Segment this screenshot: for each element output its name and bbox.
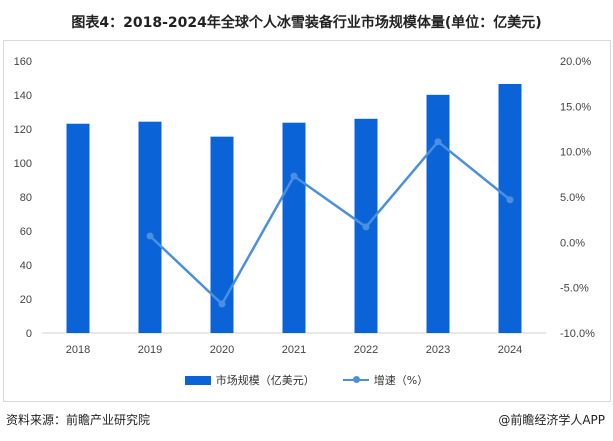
- bar: [210, 136, 234, 333]
- legend-swatch-line: [342, 376, 369, 383]
- footer: 资料来源：前瞻产业研究院 @前瞻经济学人APP: [6, 411, 605, 428]
- y-right-tick-label: -10.0%: [560, 328, 595, 340]
- bar: [498, 83, 522, 333]
- y-left-tick-label: 80: [20, 192, 32, 204]
- y-right-tick-label: 0.0%: [560, 237, 585, 249]
- y-left-tick-label: 160: [14, 56, 32, 68]
- chart-frame: [3, 40, 611, 402]
- y-right-tick-label: 20.0%: [560, 56, 591, 68]
- legend-swatch-bar: [184, 375, 211, 385]
- y-left-tick-label: 100: [14, 158, 32, 170]
- source-note: 资料来源：前瞻产业研究院: [6, 413, 151, 427]
- x-tick-label: 2020: [210, 344, 234, 356]
- legend-item-bar: 市场规模（亿美元）: [184, 372, 315, 388]
- x-tick-label: 2022: [354, 344, 378, 356]
- y-right-tick-label: -5.0%: [560, 283, 589, 295]
- legend-label-bar: 市场规模（亿美元）: [215, 374, 315, 387]
- growth-line: [149, 139, 511, 306]
- y-left-tick-label: 140: [14, 90, 32, 102]
- legend: 市场规模（亿美元） 增速（%）: [0, 372, 613, 388]
- chart-title: 图表4：2018-2024年全球个人冰雪装备行业市场规模体量(单位：亿美元): [71, 15, 542, 31]
- y-right-tick-label: 10.0%: [560, 147, 591, 159]
- bar: [66, 123, 90, 333]
- growth-point: [362, 223, 370, 231]
- y-left-tick-label: 120: [14, 124, 32, 136]
- brand-note: @前瞻经济学人APP: [498, 413, 605, 427]
- growth-point: [146, 232, 154, 240]
- bar: [138, 121, 162, 333]
- growth-point: [290, 172, 298, 180]
- y-left-tick-label: 20: [20, 294, 32, 306]
- x-tick-label: 2018: [66, 344, 90, 356]
- x-tick-label: 2024: [498, 344, 522, 356]
- x-tick-label: 2023: [426, 344, 450, 356]
- bar: [426, 94, 450, 333]
- y-left-tick-label: 60: [20, 226, 32, 238]
- y-left-tick-label: 40: [20, 260, 32, 272]
- growth-point: [506, 196, 514, 204]
- growth-point: [434, 138, 442, 146]
- y-right-tick-label: 15.0%: [560, 101, 591, 113]
- growth-point: [218, 300, 226, 308]
- bar: [282, 122, 306, 334]
- x-tick-label: 2019: [138, 344, 162, 356]
- x-tick-label: 2021: [282, 344, 306, 356]
- y-right-tick-label: 5.0%: [560, 192, 585, 204]
- legend-item-line: 增速（%）: [342, 372, 429, 388]
- y-left-tick-label: 0: [26, 328, 32, 340]
- legend-label-line: 增速（%）: [373, 374, 429, 387]
